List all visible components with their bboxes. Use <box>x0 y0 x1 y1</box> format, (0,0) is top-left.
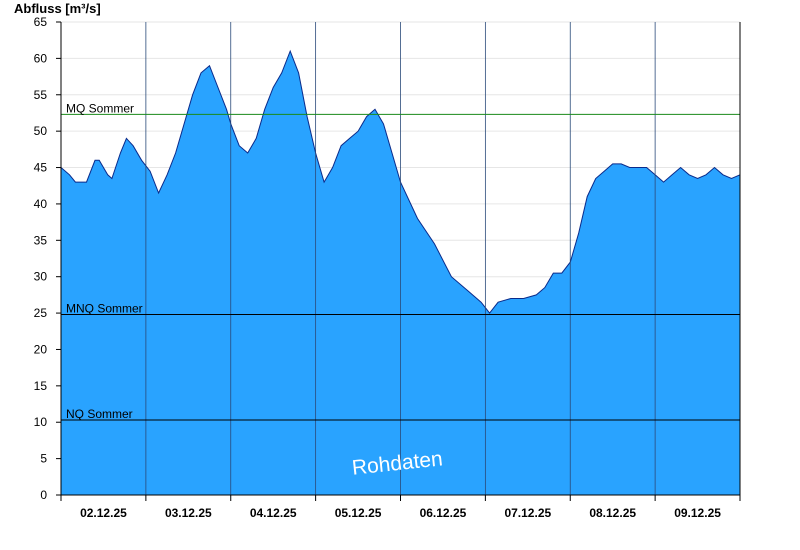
y-tick-label: 30 <box>34 270 48 284</box>
y-axis-title: Abfluss [m³/s] <box>14 1 101 16</box>
y-tick-label: 0 <box>40 488 47 502</box>
x-tick-label: 09.12.25 <box>674 506 721 520</box>
y-tick-label: 50 <box>34 124 48 138</box>
x-tick-label: 08.12.25 <box>589 506 636 520</box>
series-outline <box>60 49 741 314</box>
y-tick-label: 15 <box>34 379 48 393</box>
y-tick-label: 45 <box>34 161 48 175</box>
reference-lines: MQ Sommer MNQ Sommer NQ Sommer <box>61 22 740 495</box>
reference-line-label: MNQ Sommer <box>66 302 143 316</box>
axes: 0 5 10 15 20 25 30 35 40 45 50 55 60 65 02.12.25 03.12.… <box>34 15 741 520</box>
y-tick-label: 25 <box>34 306 48 320</box>
x-tick-label: 03.12.25 <box>165 506 212 520</box>
y-tick-label: 40 <box>34 197 48 211</box>
y-tick-label: 55 <box>34 88 48 102</box>
x-tick-label: 07.12.25 <box>504 506 551 520</box>
x-tick-label: 06.12.25 <box>420 506 467 520</box>
x-tick-label: 05.12.25 <box>335 506 382 520</box>
reference-line-label: NQ Sommer <box>66 407 133 421</box>
reference-line-label: MQ Sommer <box>66 101 134 115</box>
y-tick-label: 20 <box>34 342 48 356</box>
x-tick-label: 04.12.25 <box>250 506 297 520</box>
y-tick-label: 5 <box>40 452 47 466</box>
y-tick-label: 60 <box>34 51 48 65</box>
x-tick-label: 02.12.25 <box>80 506 127 520</box>
y-tick-label: 35 <box>34 233 48 247</box>
y-tick-label: 10 <box>34 415 48 429</box>
y-tick-label: 65 <box>34 15 48 29</box>
